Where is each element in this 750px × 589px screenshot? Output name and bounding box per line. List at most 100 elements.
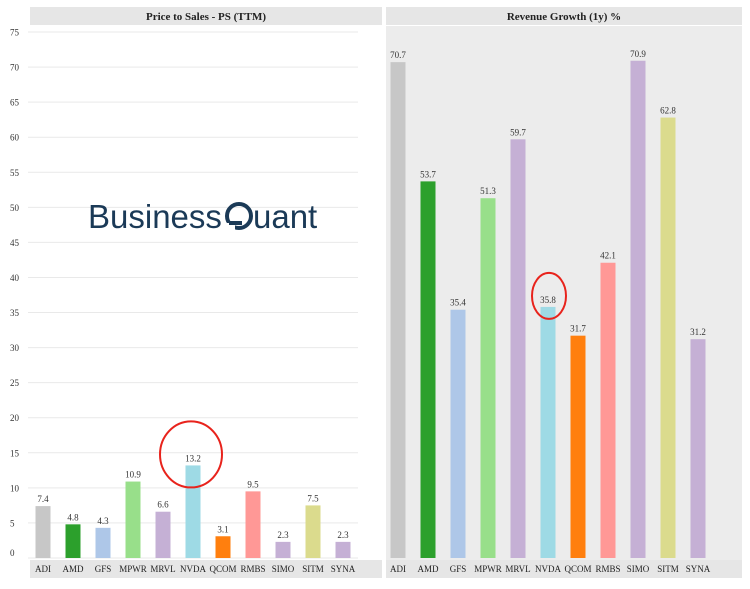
business-quant-logo: Business uant bbox=[88, 198, 317, 235]
bar-simo bbox=[275, 541, 291, 558]
revenue-growth-panel: Revenue Growth (1y) % ADI AMD GFS MPWR MRVL N… bbox=[386, 7, 742, 578]
x-tick-label: ADI bbox=[390, 564, 406, 574]
y-tick-label: 60 bbox=[10, 133, 20, 143]
value-label: 4.8 bbox=[67, 512, 79, 522]
y-tick-label: 35 bbox=[10, 308, 20, 318]
left-y-axis-ticks: 0 5 10 15 20 25 30 35 40 45 50 55 60 65 70 75 bbox=[10, 28, 20, 559]
right-plot-background bbox=[386, 26, 742, 560]
y-tick-label: 10 bbox=[10, 483, 20, 493]
value-label: 10.9 bbox=[125, 470, 141, 480]
right-bars bbox=[390, 60, 706, 558]
y-tick-label: 15 bbox=[10, 448, 20, 458]
x-tick-label: GFS bbox=[95, 564, 112, 574]
y-tick-label: 40 bbox=[10, 273, 20, 283]
value-label: 9.5 bbox=[247, 479, 259, 489]
bar-gfs bbox=[95, 527, 111, 558]
bar-mrvl bbox=[510, 139, 526, 558]
bar-adi bbox=[390, 62, 406, 558]
y-tick-label: 45 bbox=[10, 238, 20, 248]
y-tick-label: 75 bbox=[10, 28, 20, 38]
value-label: 4.3 bbox=[97, 516, 109, 526]
y-tick-label: 70 bbox=[10, 63, 20, 73]
y-tick-label: 30 bbox=[10, 343, 20, 353]
highlight-circle bbox=[531, 271, 567, 320]
x-tick-label: SITM bbox=[302, 564, 324, 574]
value-label: 2.3 bbox=[337, 530, 349, 540]
left-x-axis-band bbox=[30, 560, 382, 578]
left-x-axis-labels: ADI AMD GFS MPWR MRVL NVDA QCOM RMBS SIMO SITM SYN… bbox=[35, 564, 356, 574]
brand-text-before: Business bbox=[88, 198, 231, 235]
x-tick-label: MRVL bbox=[150, 564, 175, 574]
bar-simo bbox=[630, 60, 646, 558]
bar-amd bbox=[65, 524, 81, 558]
bar-sitm bbox=[305, 505, 321, 558]
x-tick-label: QCOM bbox=[564, 564, 591, 574]
value-label: 53.7 bbox=[420, 169, 436, 179]
y-tick-label: 50 bbox=[10, 203, 20, 213]
bar-amd bbox=[420, 181, 436, 558]
x-tick-label: AMD bbox=[62, 564, 84, 574]
y-tick-label: 20 bbox=[10, 413, 20, 423]
value-label: 70.7 bbox=[390, 50, 406, 60]
bar-gfs bbox=[450, 309, 466, 558]
x-tick-label: MPWR bbox=[119, 564, 147, 574]
x-tick-label: RMBS bbox=[240, 564, 265, 574]
right-value-labels: 70.7 53.7 35.4 51.3 59.7 35.8 31.7 42.1 70.9 62.8… bbox=[390, 49, 706, 337]
y-tick-label: 0 bbox=[10, 548, 15, 558]
x-tick-label: NVDA bbox=[180, 564, 206, 574]
right-x-axis-labels: ADI AMD GFS MPWR MRVL NVDA QCOM RMBS SIMO SITM SYN… bbox=[390, 564, 711, 574]
value-label: 31.7 bbox=[570, 324, 586, 334]
x-tick-label: SIMO bbox=[627, 564, 650, 574]
brand-text-after: uant bbox=[253, 198, 317, 235]
x-tick-label: MPWR bbox=[474, 564, 502, 574]
x-tick-label: MRVL bbox=[505, 564, 530, 574]
bar-sitm bbox=[660, 117, 676, 558]
left-value-labels: 7.4 4.8 4.3 10.9 6.6 13.2 3.1 9.5 2.3 7.5 2.3 bbox=[37, 453, 349, 539]
left-gridlines bbox=[28, 31, 358, 559]
value-label: 35.4 bbox=[450, 298, 466, 308]
left-plot-background bbox=[30, 26, 382, 560]
value-label: 3.1 bbox=[217, 524, 228, 534]
x-tick-label: SYNA bbox=[686, 564, 711, 574]
bar-rmbs bbox=[245, 491, 261, 558]
right-panel-header bbox=[386, 7, 742, 25]
x-tick-label: SYNA bbox=[331, 564, 356, 574]
bar-mpwr bbox=[125, 481, 141, 558]
value-label: 70.9 bbox=[630, 49, 646, 59]
bar-nvda bbox=[185, 465, 201, 558]
right-panel-title: Revenue Growth (1y) % bbox=[507, 11, 621, 23]
bar-qcom bbox=[215, 536, 231, 558]
x-tick-label: SITM bbox=[657, 564, 679, 574]
price-to-sales-panel: Price to Sales - PS (TTM) 0 5 10 15 20 25 30 35… bbox=[10, 7, 382, 578]
y-tick-label: 55 bbox=[10, 168, 20, 178]
value-label: 6.6 bbox=[157, 500, 169, 510]
bar-adi bbox=[35, 506, 51, 558]
value-label: 59.7 bbox=[510, 127, 526, 137]
value-label: 35.8 bbox=[540, 295, 556, 305]
x-tick-label: ADI bbox=[35, 564, 51, 574]
value-label: 7.5 bbox=[307, 493, 319, 503]
brand-q-mark bbox=[225, 202, 253, 231]
y-tick-label: 5 bbox=[10, 518, 15, 528]
value-label: 51.3 bbox=[480, 186, 496, 196]
bar-nvda bbox=[540, 306, 556, 558]
bar-rmbs bbox=[600, 262, 616, 558]
value-label: 62.8 bbox=[660, 106, 676, 116]
right-x-axis-band bbox=[386, 560, 742, 578]
left-panel-header bbox=[30, 7, 382, 25]
x-tick-label: AMD bbox=[417, 564, 439, 574]
bar-mrvl bbox=[155, 511, 171, 558]
x-tick-label: QCOM bbox=[209, 564, 236, 574]
x-tick-label: SIMO bbox=[272, 564, 295, 574]
left-bars bbox=[35, 465, 351, 558]
x-tick-label: RMBS bbox=[595, 564, 620, 574]
value-label: 13.2 bbox=[185, 453, 201, 463]
value-label: 2.3 bbox=[277, 530, 289, 540]
bar-qcom bbox=[570, 335, 586, 558]
value-label: 7.4 bbox=[37, 494, 49, 504]
value-label: 42.1 bbox=[600, 251, 616, 261]
highlight-circle bbox=[159, 420, 223, 489]
y-tick-label: 25 bbox=[10, 378, 20, 388]
bar-mpwr bbox=[480, 198, 496, 558]
